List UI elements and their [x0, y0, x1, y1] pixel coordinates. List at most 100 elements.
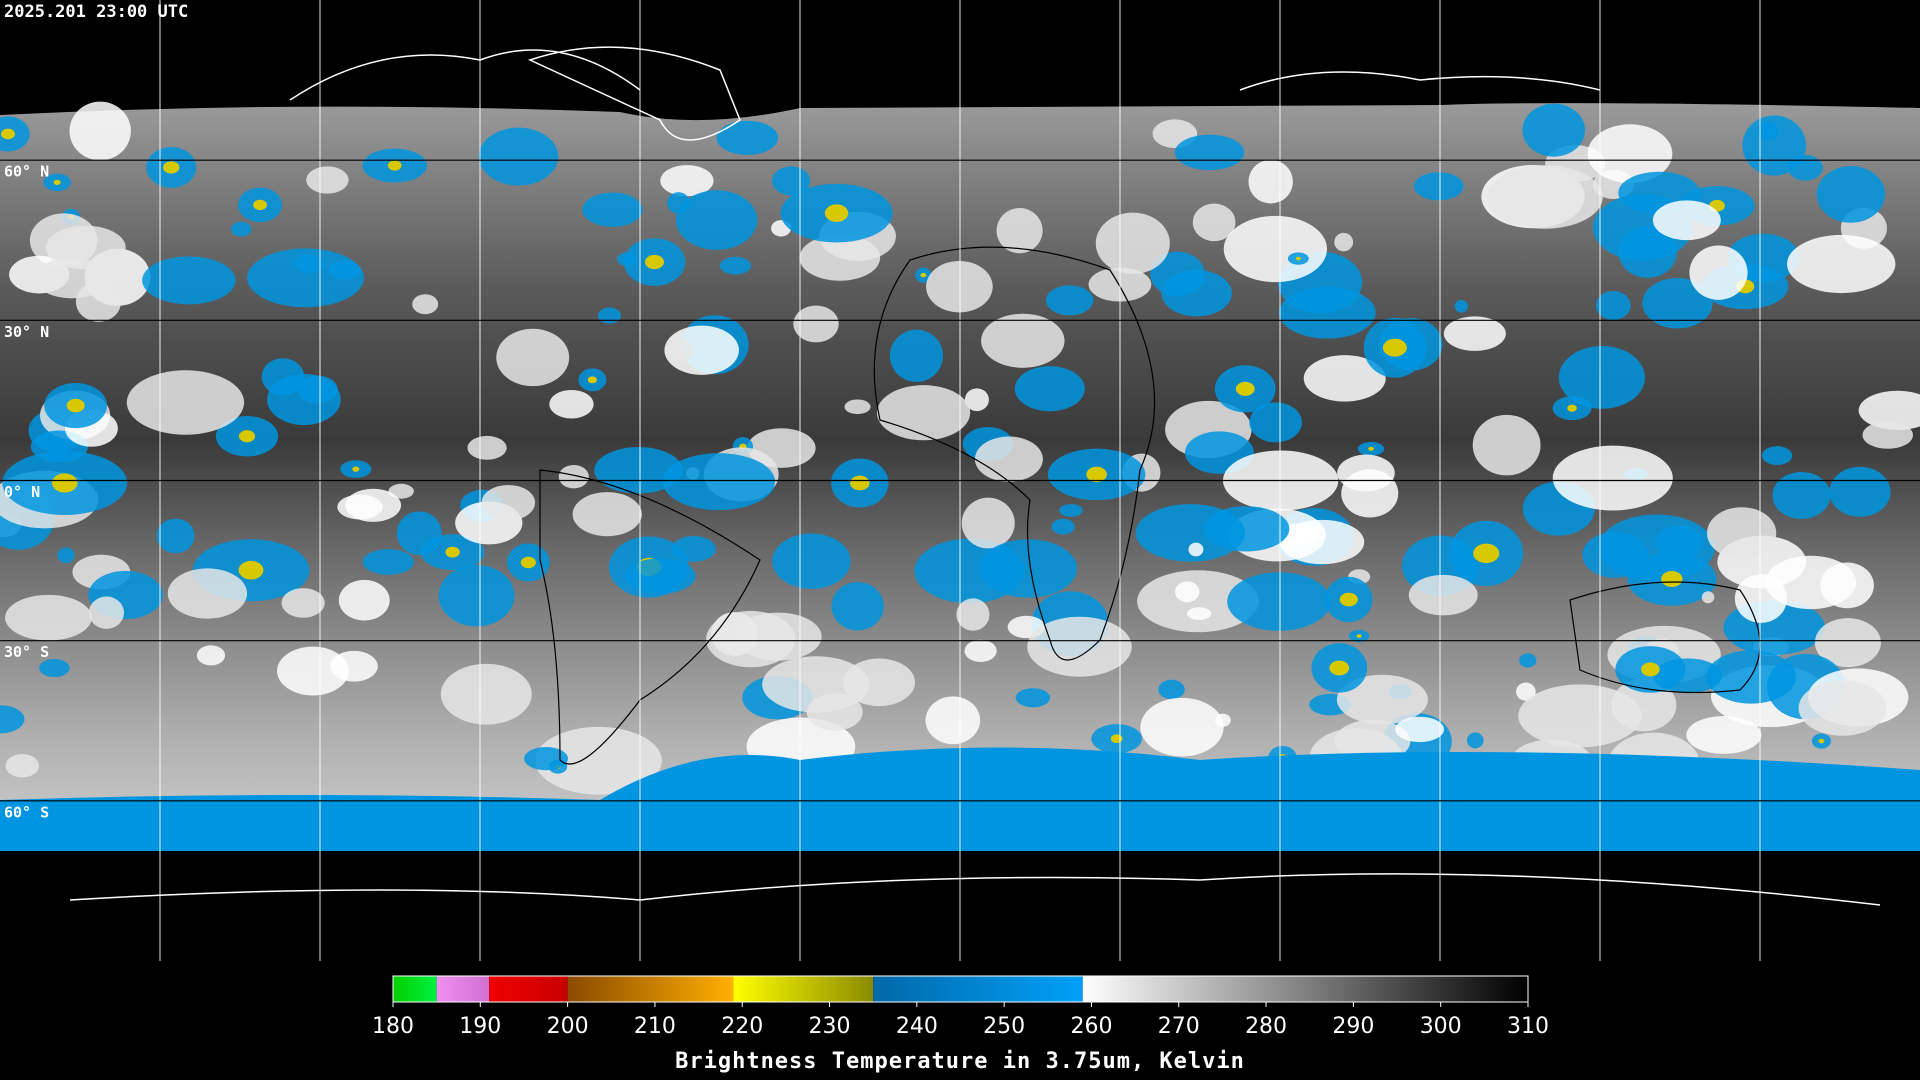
cloud	[1192, 203, 1236, 242]
cold-cloud-top	[66, 398, 85, 413]
cold-cloud-top	[850, 475, 870, 491]
cloud	[1689, 245, 1748, 300]
cloud	[582, 192, 643, 227]
cloud	[1642, 277, 1713, 329]
cloud	[961, 497, 1015, 549]
cloud	[1706, 507, 1777, 559]
cloud	[974, 436, 1043, 482]
cloud	[230, 221, 252, 237]
cloud	[716, 120, 779, 155]
cloud	[1761, 446, 1793, 466]
cloud	[675, 190, 758, 250]
cloud	[1186, 607, 1212, 621]
colorbar-tick-label: 260	[1070, 1014, 1112, 1039]
cold-cloud-top	[1356, 634, 1362, 638]
cloud	[1686, 715, 1762, 754]
cloud	[1188, 542, 1204, 557]
cloud	[1413, 172, 1464, 201]
cold-cloud-top	[1661, 570, 1683, 588]
cloud	[1582, 531, 1648, 578]
cloud	[925, 696, 981, 745]
cold-cloud-top	[1339, 592, 1358, 607]
cloud	[156, 518, 195, 554]
cloud	[706, 610, 796, 668]
cloud	[1015, 688, 1051, 708]
cloud	[1227, 572, 1331, 631]
colorbar-title: Brightness Temperature in 3.75um, Kelvin	[675, 1049, 1245, 1074]
cloud	[1408, 574, 1478, 616]
cold-cloud-top	[0, 128, 16, 140]
cold-cloud-top	[520, 556, 536, 569]
cloud	[926, 260, 993, 313]
cloud	[978, 539, 1078, 598]
colorbar-segment	[567, 976, 734, 1002]
cold-cloud-top	[387, 160, 402, 171]
cloud	[1027, 616, 1132, 677]
cloud	[624, 558, 696, 594]
cold-cloud-top	[920, 272, 927, 278]
cloud	[1558, 346, 1645, 409]
cold-cloud-top	[587, 376, 597, 384]
cloud	[1858, 390, 1920, 430]
colorbar-tick-label: 250	[983, 1014, 1025, 1039]
cold-cloud-top	[352, 466, 360, 472]
cloud	[1652, 200, 1721, 241]
cold-cloud-top	[1368, 446, 1374, 451]
latitude-label: 60° S	[4, 803, 49, 821]
africa-outline	[873, 246, 1156, 661]
cloud	[362, 549, 414, 575]
cloud	[142, 256, 236, 305]
colorbar-tick-label: 190	[459, 1014, 501, 1039]
graticule: 60° N 30° N 0° N 30° S 60° S	[4, 0, 1761, 961]
cloud	[1742, 115, 1807, 176]
cloud	[1334, 232, 1354, 252]
cloud	[478, 127, 559, 186]
cloud	[1595, 290, 1631, 320]
cloud	[345, 488, 402, 522]
cloud	[662, 453, 776, 511]
cold-cloud-top	[163, 161, 180, 174]
cold-cloud-top	[1086, 466, 1107, 483]
cloud	[396, 511, 442, 556]
cloud	[889, 329, 943, 382]
cloud	[1862, 421, 1913, 449]
cloud	[1772, 472, 1831, 519]
cloud	[261, 358, 305, 396]
cloud	[1045, 285, 1094, 316]
cloud	[467, 435, 507, 460]
colorbar-segment	[873, 976, 1083, 1002]
latitude-label: 0° N	[4, 483, 40, 501]
cloud	[1814, 618, 1881, 668]
cloud	[806, 693, 863, 731]
cloud	[1140, 697, 1224, 757]
timestamp: 2025.201 23:00 UTC	[4, 2, 188, 22]
cloud	[1249, 402, 1302, 443]
colorbar-tick-label: 290	[1332, 1014, 1374, 1039]
latitude-label: 60° N	[4, 163, 49, 181]
cloud	[772, 533, 851, 589]
cloud	[1765, 555, 1857, 610]
cloud	[876, 385, 971, 441]
colorbar-tick-label: 220	[721, 1014, 763, 1039]
cloud	[660, 165, 714, 197]
cloud	[1798, 680, 1887, 736]
cloud	[844, 399, 871, 415]
cloud	[1279, 286, 1376, 339]
cloud	[799, 234, 881, 281]
cloud	[34, 258, 110, 299]
cloud	[772, 166, 811, 196]
cloud	[664, 325, 739, 375]
cloud	[1816, 166, 1886, 223]
cloud	[438, 565, 515, 627]
cloud	[1248, 159, 1293, 204]
colorbar-tick-label: 210	[634, 1014, 676, 1039]
cloud	[57, 547, 75, 564]
cloud	[1701, 591, 1715, 604]
cloud	[793, 305, 839, 343]
cloud	[671, 535, 716, 562]
cold-cloud-top	[1567, 404, 1577, 412]
cloud	[597, 307, 621, 324]
cloud	[167, 568, 248, 619]
cloud	[1051, 518, 1075, 535]
cold-cloud-top	[1473, 543, 1500, 564]
